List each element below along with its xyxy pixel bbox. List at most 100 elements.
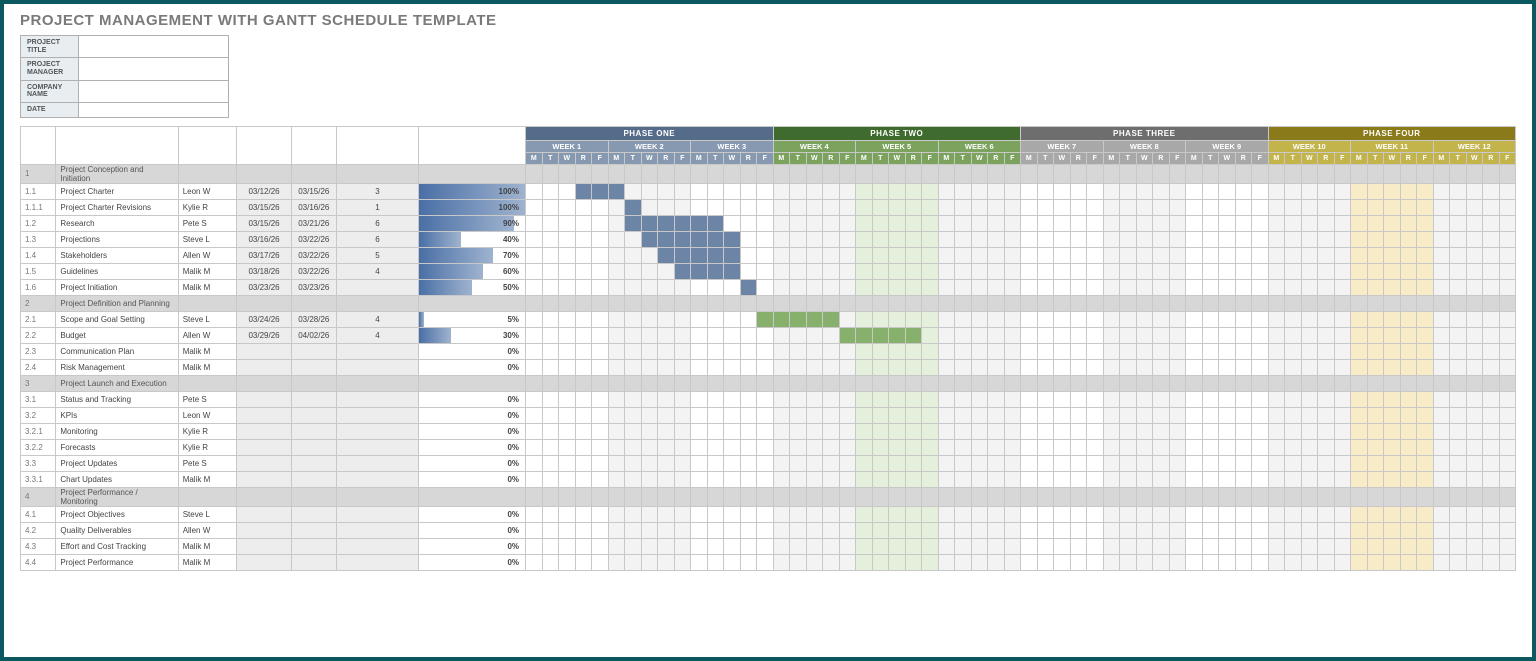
cell-dur[interactable] xyxy=(336,295,418,311)
cell-start[interactable] xyxy=(237,295,292,311)
cell-pct[interactable]: 0% xyxy=(419,554,526,570)
cell-pct[interactable]: 40% xyxy=(419,231,526,247)
cell-title[interactable]: Project Charter Revisions xyxy=(56,199,178,215)
cell-owner[interactable]: Leon W xyxy=(178,407,237,423)
cell-start[interactable]: 03/18/26 xyxy=(237,263,292,279)
cell-due[interactable]: 03/16/26 xyxy=(291,199,336,215)
cell-dur[interactable] xyxy=(336,439,418,455)
meta-value[interactable] xyxy=(79,103,229,118)
cell-start[interactable] xyxy=(237,375,292,391)
cell-owner[interactable]: Malik M xyxy=(178,343,237,359)
cell-pct[interactable]: 90% xyxy=(419,215,526,231)
cell-title[interactable]: Forecasts xyxy=(56,439,178,455)
cell-dur[interactable] xyxy=(336,538,418,554)
cell-dur[interactable] xyxy=(336,164,418,183)
cell-title[interactable]: Project Performance / Monitoring xyxy=(56,487,178,506)
cell-pct[interactable]: 0% xyxy=(419,439,526,455)
cell-start[interactable]: 03/17/26 xyxy=(237,247,292,263)
cell-owner[interactable] xyxy=(178,375,237,391)
cell-title[interactable]: Projections xyxy=(56,231,178,247)
cell-due[interactable]: 03/22/26 xyxy=(291,231,336,247)
cell-pct[interactable]: 0% xyxy=(419,455,526,471)
cell-pct[interactable]: 0% xyxy=(419,391,526,407)
cell-start[interactable]: 03/23/26 xyxy=(237,279,292,295)
cell-owner[interactable]: Pete S xyxy=(178,391,237,407)
cell-pct[interactable]: 0% xyxy=(419,538,526,554)
cell-due[interactable] xyxy=(291,359,336,375)
cell-title[interactable]: Monitoring xyxy=(56,423,178,439)
cell-dur[interactable] xyxy=(336,343,418,359)
cell-dur[interactable] xyxy=(336,279,418,295)
cell-due[interactable] xyxy=(291,554,336,570)
cell-due[interactable]: 03/15/26 xyxy=(291,183,336,199)
cell-pct[interactable]: 100% xyxy=(419,183,526,199)
cell-title[interactable]: Project Conception and Initiation xyxy=(56,164,178,183)
cell-owner[interactable]: Malik M xyxy=(178,279,237,295)
cell-due[interactable]: 03/23/26 xyxy=(291,279,336,295)
cell-title[interactable]: Research xyxy=(56,215,178,231)
cell-owner[interactable]: Kylie R xyxy=(178,423,237,439)
cell-dur[interactable]: 5 xyxy=(336,247,418,263)
cell-start[interactable] xyxy=(237,455,292,471)
cell-dur[interactable] xyxy=(336,487,418,506)
cell-title[interactable]: KPIs xyxy=(56,407,178,423)
cell-owner[interactable]: Pete S xyxy=(178,455,237,471)
cell-owner[interactable]: Kylie R xyxy=(178,439,237,455)
cell-title[interactable]: Quality Deliverables xyxy=(56,522,178,538)
cell-due[interactable] xyxy=(291,506,336,522)
cell-owner[interactable]: Allen W xyxy=(178,247,237,263)
cell-start[interactable] xyxy=(237,439,292,455)
cell-start[interactable] xyxy=(237,359,292,375)
cell-title[interactable]: Budget xyxy=(56,327,178,343)
cell-start[interactable]: 03/16/26 xyxy=(237,231,292,247)
cell-owner[interactable]: Kylie R xyxy=(178,199,237,215)
cell-owner[interactable] xyxy=(178,295,237,311)
cell-owner[interactable]: Steve L xyxy=(178,506,237,522)
cell-title[interactable]: Project Initiation xyxy=(56,279,178,295)
meta-value[interactable] xyxy=(79,58,229,80)
cell-dur[interactable]: 1 xyxy=(336,199,418,215)
cell-due[interactable]: 04/02/26 xyxy=(291,327,336,343)
cell-title[interactable]: Project Charter xyxy=(56,183,178,199)
cell-pct[interactable]: 100% xyxy=(419,199,526,215)
cell-pct[interactable]: 0% xyxy=(419,407,526,423)
cell-dur[interactable]: 6 xyxy=(336,231,418,247)
cell-pct[interactable]: 5% xyxy=(419,311,526,327)
cell-owner[interactable]: Malik M xyxy=(178,263,237,279)
cell-owner[interactable]: Malik M xyxy=(178,471,237,487)
cell-due[interactable] xyxy=(291,455,336,471)
cell-start[interactable] xyxy=(237,391,292,407)
cell-start[interactable] xyxy=(237,554,292,570)
cell-dur[interactable] xyxy=(336,359,418,375)
cell-due[interactable] xyxy=(291,391,336,407)
cell-dur[interactable] xyxy=(336,423,418,439)
cell-due[interactable] xyxy=(291,439,336,455)
cell-title[interactable]: Guidelines xyxy=(56,263,178,279)
cell-pct[interactable]: 50% xyxy=(419,279,526,295)
cell-pct[interactable]: 0% xyxy=(419,522,526,538)
cell-dur[interactable] xyxy=(336,506,418,522)
cell-dur[interactable]: 4 xyxy=(336,311,418,327)
cell-owner[interactable]: Malik M xyxy=(178,554,237,570)
cell-pct[interactable]: 0% xyxy=(419,471,526,487)
meta-value[interactable] xyxy=(79,36,229,58)
cell-owner[interactable]: Allen W xyxy=(178,522,237,538)
cell-start[interactable]: 03/15/26 xyxy=(237,215,292,231)
cell-owner[interactable]: Allen W xyxy=(178,327,237,343)
cell-start[interactable] xyxy=(237,164,292,183)
cell-start[interactable] xyxy=(237,487,292,506)
cell-start[interactable] xyxy=(237,538,292,554)
cell-due[interactable] xyxy=(291,295,336,311)
cell-due[interactable] xyxy=(291,343,336,359)
cell-title[interactable]: Effort and Cost Tracking xyxy=(56,538,178,554)
cell-start[interactable] xyxy=(237,522,292,538)
cell-due[interactable] xyxy=(291,375,336,391)
cell-due[interactable]: 03/21/26 xyxy=(291,215,336,231)
cell-start[interactable] xyxy=(237,471,292,487)
cell-dur[interactable]: 6 xyxy=(336,215,418,231)
cell-dur[interactable] xyxy=(336,471,418,487)
cell-dur[interactable] xyxy=(336,554,418,570)
cell-title[interactable]: Project Objectives xyxy=(56,506,178,522)
cell-due[interactable]: 03/28/26 xyxy=(291,311,336,327)
cell-pct[interactable]: 70% xyxy=(419,247,526,263)
